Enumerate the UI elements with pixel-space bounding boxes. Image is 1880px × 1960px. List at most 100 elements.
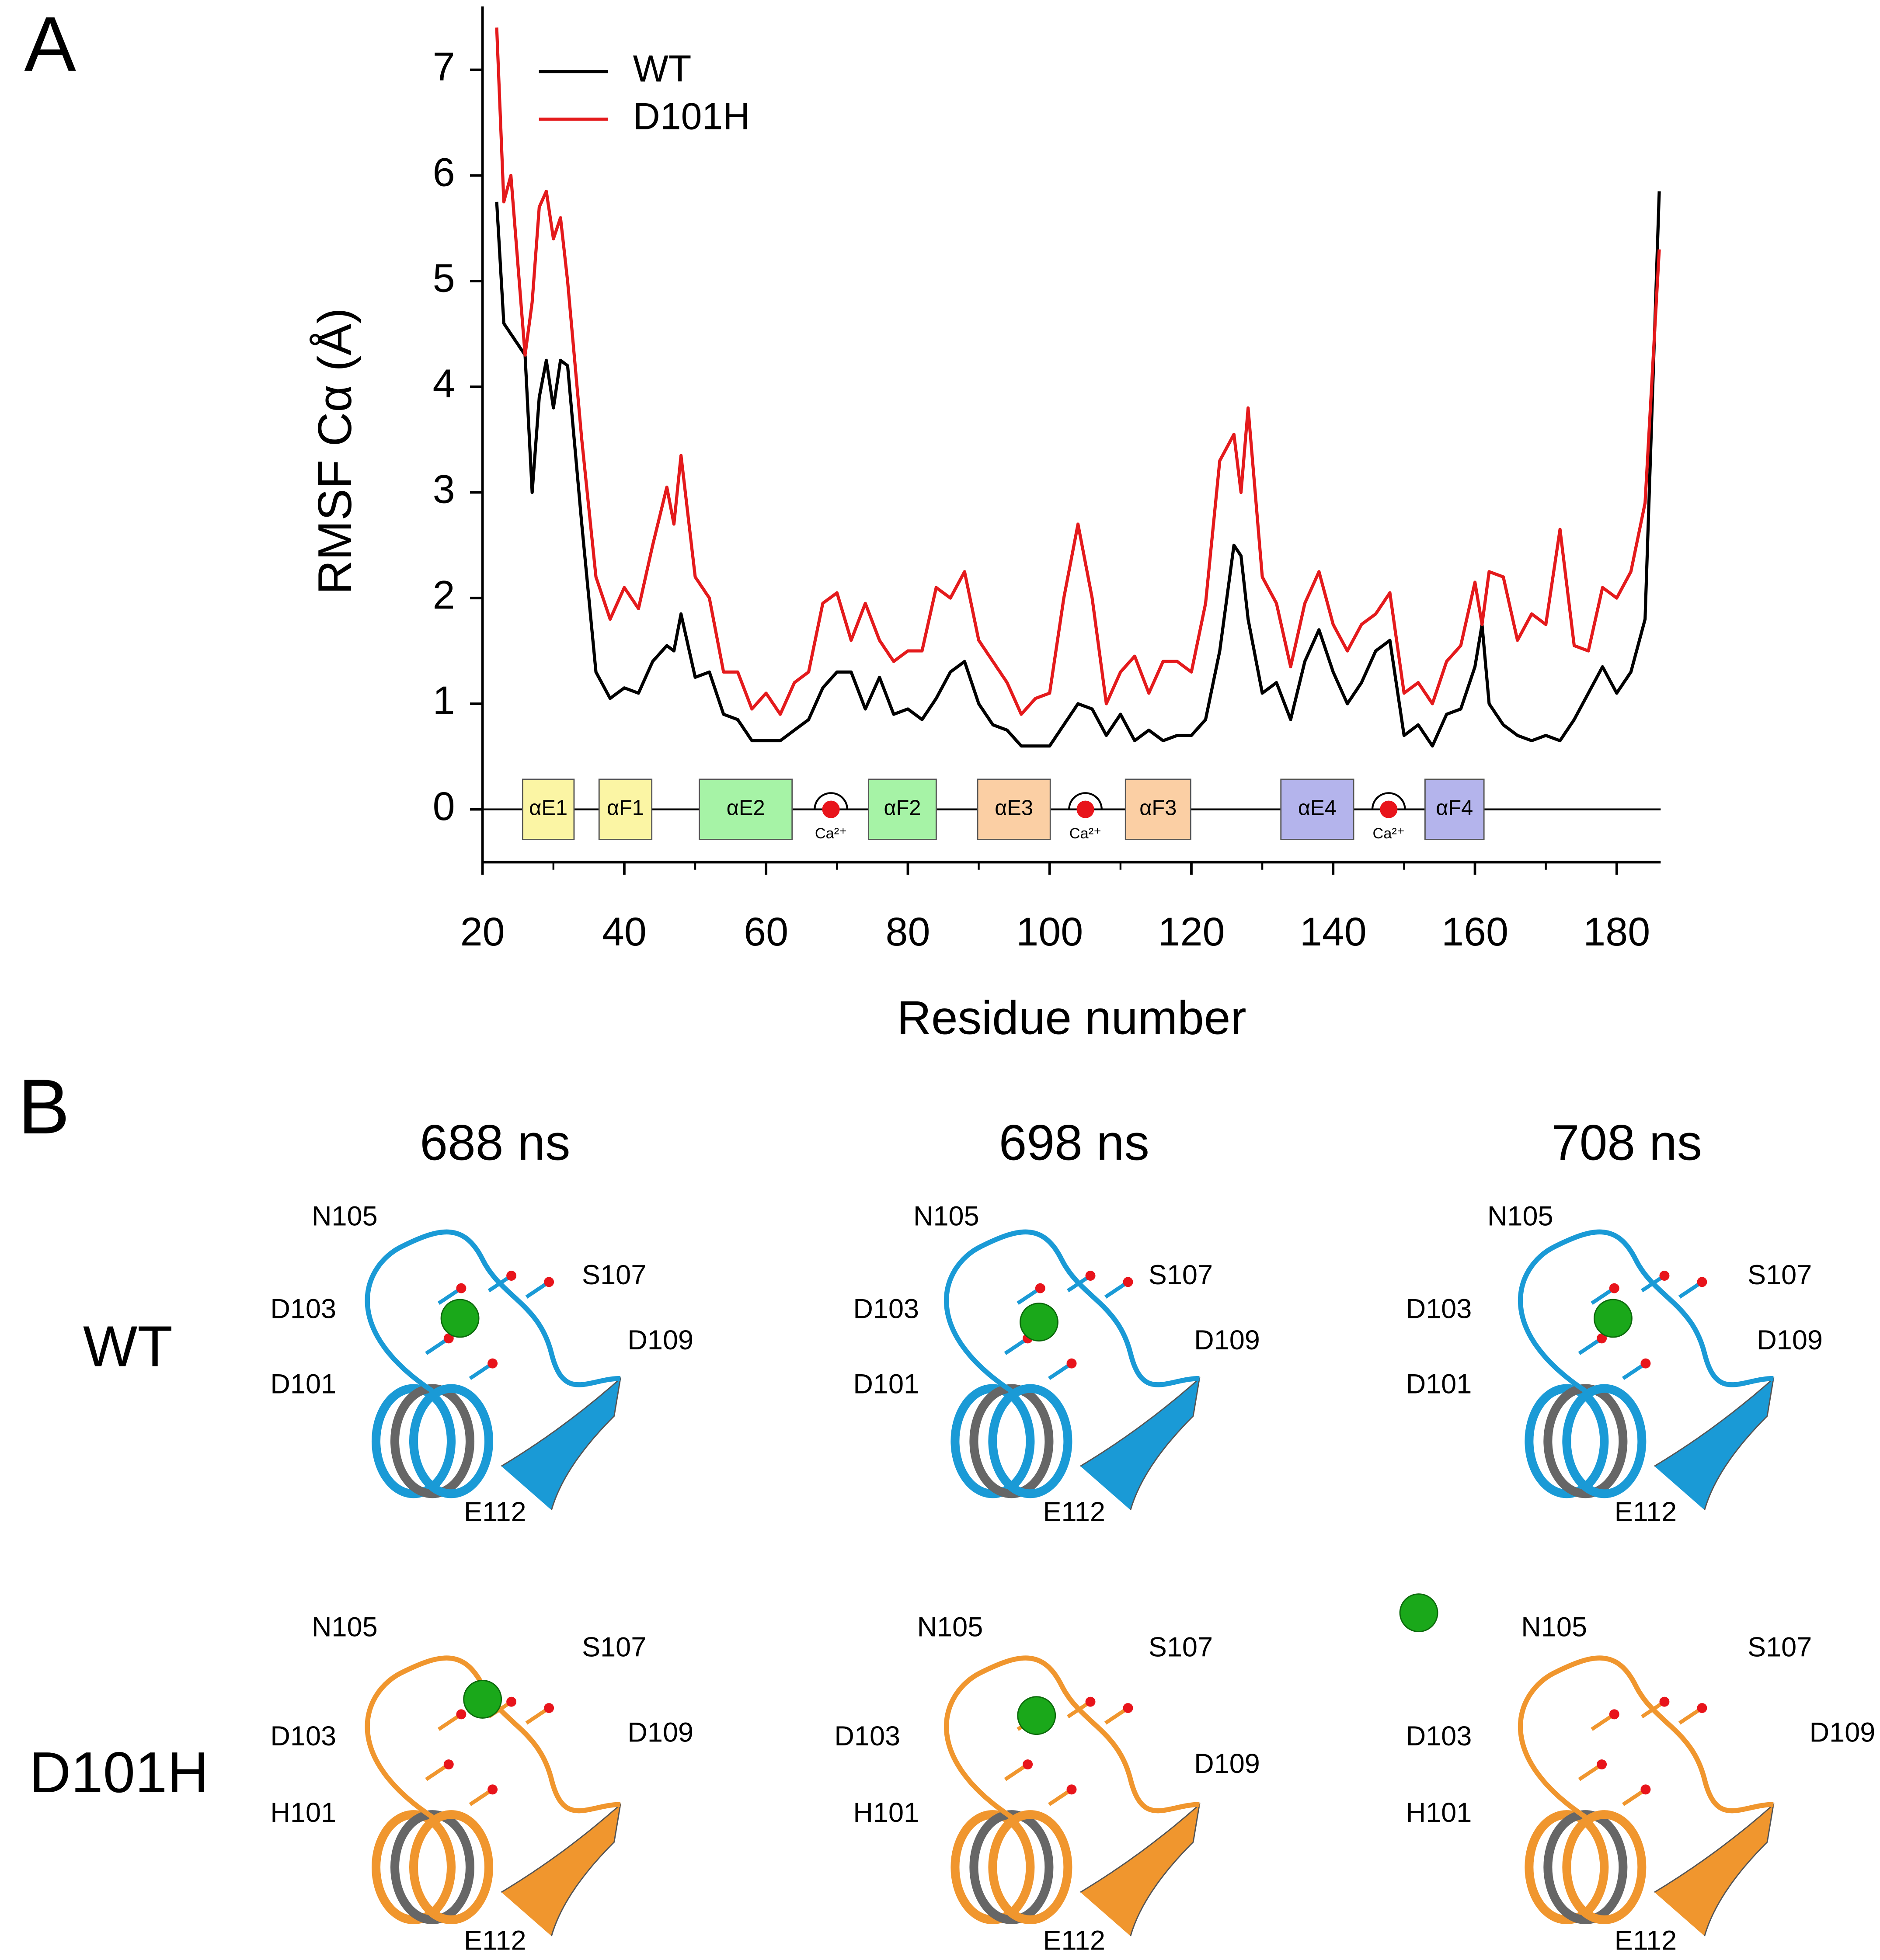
residue-label: D103: [1406, 1293, 1472, 1324]
residue-label: S107: [1149, 1632, 1213, 1662]
series-line: [495, 27, 1661, 716]
residue-label: H101: [853, 1797, 919, 1828]
time-label: 688 ns: [420, 1115, 570, 1171]
helix-turn: [969, 1384, 1054, 1498]
atom: [1659, 1271, 1670, 1281]
residue-label: E112: [1615, 1925, 1677, 1956]
atom: [1066, 1358, 1077, 1369]
residue-label: N105: [1487, 1201, 1553, 1231]
legend-label: WT: [633, 48, 692, 90]
time-label: 698 ns: [999, 1115, 1149, 1171]
atom: [456, 1709, 467, 1720]
domain-label: αE2: [727, 796, 765, 820]
domain-box: [598, 778, 653, 840]
calcium-loop: [1068, 792, 1103, 810]
helix-turn: [950, 1384, 1035, 1498]
loop: [365, 1655, 621, 1819]
atom: [544, 1277, 554, 1287]
domain-label: αF3: [1139, 796, 1177, 820]
residue-label: D109: [1757, 1325, 1823, 1355]
residue-label: D103: [853, 1293, 919, 1324]
ribbon: [501, 1803, 622, 1936]
protein-structure: [943, 1655, 1201, 1936]
atom: [506, 1271, 517, 1281]
x-tick-label: 180: [1583, 910, 1650, 954]
calcium-sphere: [1593, 1299, 1633, 1338]
calcium-sphere: [1020, 1303, 1058, 1342]
residue-label: H101: [1406, 1797, 1472, 1828]
helix-turn: [1543, 1384, 1628, 1498]
residue-label: D103: [270, 1721, 336, 1751]
residue-label: D101: [1406, 1369, 1472, 1399]
ribbon: [1654, 1803, 1775, 1936]
domain-box: [1424, 778, 1485, 840]
atom: [1123, 1703, 1133, 1713]
helix-turn: [1543, 1810, 1628, 1925]
x-tick-label: 140: [1300, 910, 1367, 954]
series-line: [495, 191, 1661, 748]
protein-structure: [1518, 1229, 1775, 1510]
atom: [1697, 1277, 1707, 1287]
y-axis-title: RMSF Cα (Å): [308, 308, 362, 594]
atom: [1640, 1784, 1651, 1795]
atom: [1597, 1759, 1607, 1769]
residue-label: D109: [1194, 1325, 1260, 1355]
residue-label: E112: [1043, 1925, 1105, 1956]
calcium-loop: [1371, 792, 1406, 810]
calcium-sphere: [1017, 1696, 1056, 1735]
protein-structure: [365, 1655, 622, 1936]
calcium-label: Ca²⁺: [1069, 825, 1102, 842]
protein-structure: [365, 1229, 622, 1510]
residue-label: N105: [312, 1201, 378, 1231]
domain-label: αF2: [884, 796, 921, 820]
domain-box: [699, 778, 793, 840]
calcium-sphere: [463, 1680, 502, 1719]
atom: [1023, 1759, 1033, 1769]
ribbon: [1080, 1803, 1201, 1936]
domain-box: [522, 778, 575, 840]
residue-label: D103: [1406, 1721, 1472, 1751]
time-label: 708 ns: [1552, 1115, 1702, 1171]
helix-turn: [988, 1810, 1072, 1925]
domain-box: [1125, 778, 1191, 840]
y-tick-label: 6: [433, 150, 455, 195]
domain-box: [1280, 778, 1354, 840]
helix-turn: [1525, 1810, 1609, 1925]
helix-turn: [409, 1384, 494, 1498]
atom: [1123, 1277, 1133, 1287]
domain-label: αE4: [1298, 796, 1337, 820]
y-tick-label: 4: [433, 361, 455, 406]
residue-label: E112: [1043, 1497, 1105, 1527]
panel-label: A: [24, 0, 76, 87]
atom: [456, 1283, 467, 1293]
x-tick-label: 120: [1158, 910, 1225, 954]
ribbon: [501, 1376, 622, 1510]
atom: [1597, 1333, 1607, 1344]
loop: [365, 1229, 621, 1394]
calcium-sphere: [1399, 1593, 1438, 1633]
residue-label: S107: [1748, 1632, 1812, 1662]
helix-turn: [371, 1384, 456, 1498]
x-axis-title: Residue number: [897, 991, 1246, 1044]
helix-turn: [1525, 1384, 1609, 1498]
atom: [443, 1759, 454, 1769]
residue-label: S107: [582, 1632, 646, 1662]
loop: [1518, 1229, 1774, 1394]
ribbon: [1080, 1376, 1201, 1510]
loop: [943, 1655, 1200, 1819]
atom: [1609, 1709, 1619, 1720]
x-tick-label: 100: [1016, 910, 1083, 954]
domain-label: αE1: [529, 796, 567, 820]
residue-label: D109: [1810, 1717, 1876, 1748]
x-tick-label: 20: [460, 910, 505, 954]
y-tick-label: 5: [433, 256, 455, 300]
protein-structure: [943, 1229, 1201, 1510]
domain-label: αF1: [607, 796, 644, 820]
residue-label: N105: [913, 1201, 979, 1231]
residue-label: D103: [834, 1721, 900, 1751]
calcium-loop: [814, 792, 849, 810]
residue-label: D101: [853, 1369, 919, 1399]
atom: [1066, 1784, 1077, 1795]
panel-label: B: [18, 1063, 70, 1150]
